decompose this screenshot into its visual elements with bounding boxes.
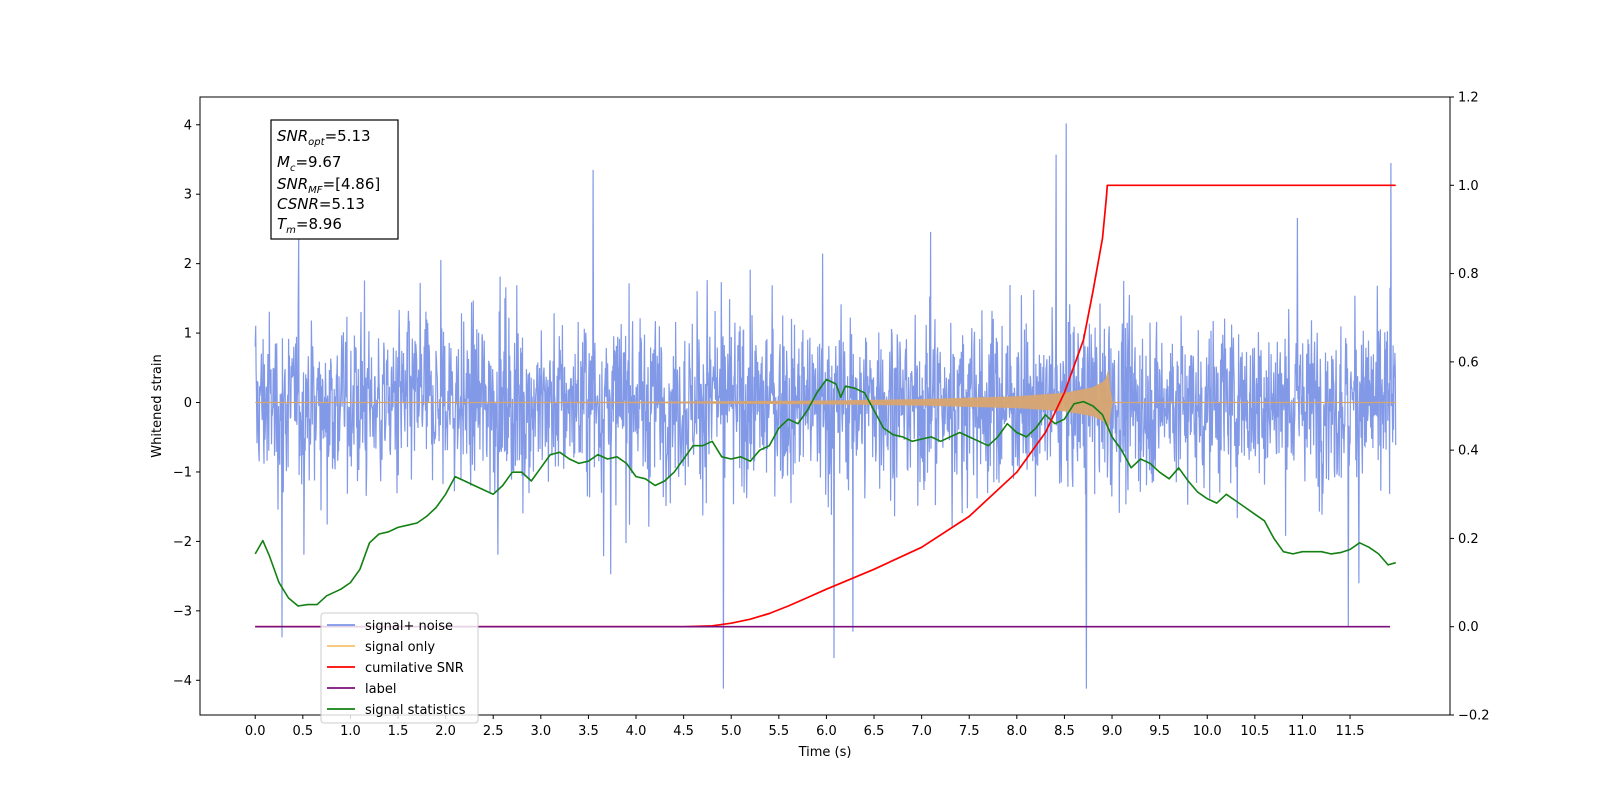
annotation-tm: Tm=8.96 <box>277 215 342 236</box>
y-tick-label: −4 <box>173 674 192 689</box>
x-tick-label: 6.5 <box>864 724 885 739</box>
series-signal-noise <box>254 123 1397 689</box>
x-tick-label: 7.5 <box>959 724 980 739</box>
y-axis-right: −0.2 0.0 0.2 0.4 0.6 0.8 1.0 1.2 <box>1450 91 1490 724</box>
y-tick-label: 0 <box>184 396 192 411</box>
legend-box <box>320 612 479 724</box>
annotation-mc-base: M <box>277 153 290 171</box>
x-tick-label: 6.0 <box>816 724 837 739</box>
x-tick-label: 10.5 <box>1240 724 1269 739</box>
y2-tick-label: 0.6 <box>1458 355 1479 370</box>
x-tick-label: 11.5 <box>1336 724 1365 739</box>
cumulative-snr-line <box>255 184 1396 628</box>
x-tick-label: 0.0 <box>245 724 266 739</box>
x-tick-label: 4.5 <box>673 724 694 739</box>
x-axis: 0.0 0.5 1.0 1.5 2.0 2.5 3.0 3.5 4.0 4.5 5.0 5.5 6.0 6… <box>245 715 1365 739</box>
parameter-annotation: SNRopt=5.13 Mc=9.67 SNRMF=[4.86] CSNR=5.… <box>270 119 399 240</box>
signal-noise-line <box>254 123 1397 689</box>
x-tick-label: 5.0 <box>721 724 742 739</box>
annotation-snr-opt-sub: opt <box>308 137 325 148</box>
legend-label: signal statistics <box>365 703 466 718</box>
annotation-mc: Mc=9.67 <box>277 153 341 174</box>
x-tick-label: 5.5 <box>768 724 789 739</box>
y2-tick-label: 0.0 <box>1458 620 1479 635</box>
annotation-csnr-value: =5.13 <box>319 195 365 213</box>
series-cumulative-snr <box>255 184 1396 628</box>
y2-tick-label: 1.0 <box>1458 179 1479 194</box>
y-tick-label: 4 <box>184 118 192 133</box>
plot-frame <box>199 96 1451 716</box>
y2-tick-label: 0.4 <box>1458 444 1479 459</box>
x-tick-label: 4.0 <box>626 724 647 739</box>
x-tick-label: 3.0 <box>530 724 551 739</box>
legend-label: cumilative SNR <box>365 661 464 676</box>
x-tick-label: 8.5 <box>1054 724 1075 739</box>
annotation-snr-opt-base: SNR <box>277 127 308 145</box>
signal-only-envelope <box>255 368 1396 433</box>
x-tick-label: 9.0 <box>1102 724 1123 739</box>
x-tick-label: 11.0 <box>1288 724 1317 739</box>
x-tick-label: 8.0 <box>1006 724 1027 739</box>
y-axis-left: −4 −3 −2 −1 0 1 2 3 4 <box>173 118 200 689</box>
x-tick-label: 7.0 <box>911 724 932 739</box>
x-tick-label: 0.5 <box>292 724 313 739</box>
annotation-snr-mf: SNRMF=[4.86] <box>277 175 380 196</box>
plot-area <box>254 123 1397 689</box>
x-tick-label: 2.0 <box>435 724 456 739</box>
y2-tick-label: −0.2 <box>1458 709 1490 724</box>
series-signal-statistics <box>254 378 1396 607</box>
y-tick-label: −3 <box>173 604 192 619</box>
x-tick-label: 10.0 <box>1193 724 1222 739</box>
legend-label: signal only <box>365 640 435 655</box>
legend: signal+ noise signal only cumilative SNR la… <box>320 612 479 724</box>
y2-tick-label: 0.2 <box>1458 532 1479 547</box>
y2-tick-label: 0.8 <box>1458 267 1479 282</box>
annotation-mc-sub: c <box>290 163 296 174</box>
x-tick-label: 1.0 <box>340 724 361 739</box>
x-tick-label: 3.5 <box>578 724 599 739</box>
y-tick-label: −2 <box>173 535 192 550</box>
annotation-tm-sub: m <box>286 225 296 236</box>
x-tick-label: 2.5 <box>483 724 504 739</box>
y-axis-title: Whitened strain <box>150 354 165 457</box>
annotation-snr-mf-value: =[4.86] <box>323 175 381 193</box>
x-tick-label: 1.5 <box>388 724 409 739</box>
legend-label: label <box>365 682 396 697</box>
y-tick-label: 1 <box>184 327 192 342</box>
annotation-snr-opt: SNRopt=5.13 <box>277 127 371 148</box>
annotation-csnr-base: CSNR <box>277 195 319 213</box>
signal-statistics-line <box>254 378 1396 607</box>
x-tick-label: 9.5 <box>1149 724 1170 739</box>
x-axis-title: Time (s) <box>798 745 852 760</box>
y2-tick-label: 1.2 <box>1458 91 1479 106</box>
annotation-snr-opt-value: =5.13 <box>325 127 371 145</box>
annotation-mc-value: =9.67 <box>295 153 341 171</box>
y-tick-label: −1 <box>173 465 192 480</box>
annotation-snr-mf-sub: MF <box>308 185 323 196</box>
legend-label: signal+ noise <box>365 619 453 634</box>
annotation-tm-base: T <box>277 215 288 233</box>
y-tick-label: 3 <box>184 188 192 203</box>
y-tick-label: 2 <box>184 257 192 272</box>
annotation-box <box>270 119 399 240</box>
annotation-csnr: CSNR=5.13 <box>277 195 365 213</box>
annotation-tm-value: =8.96 <box>296 215 342 233</box>
series-signal-only <box>255 368 1396 433</box>
annotation-snr-mf-base: SNR <box>277 175 308 193</box>
